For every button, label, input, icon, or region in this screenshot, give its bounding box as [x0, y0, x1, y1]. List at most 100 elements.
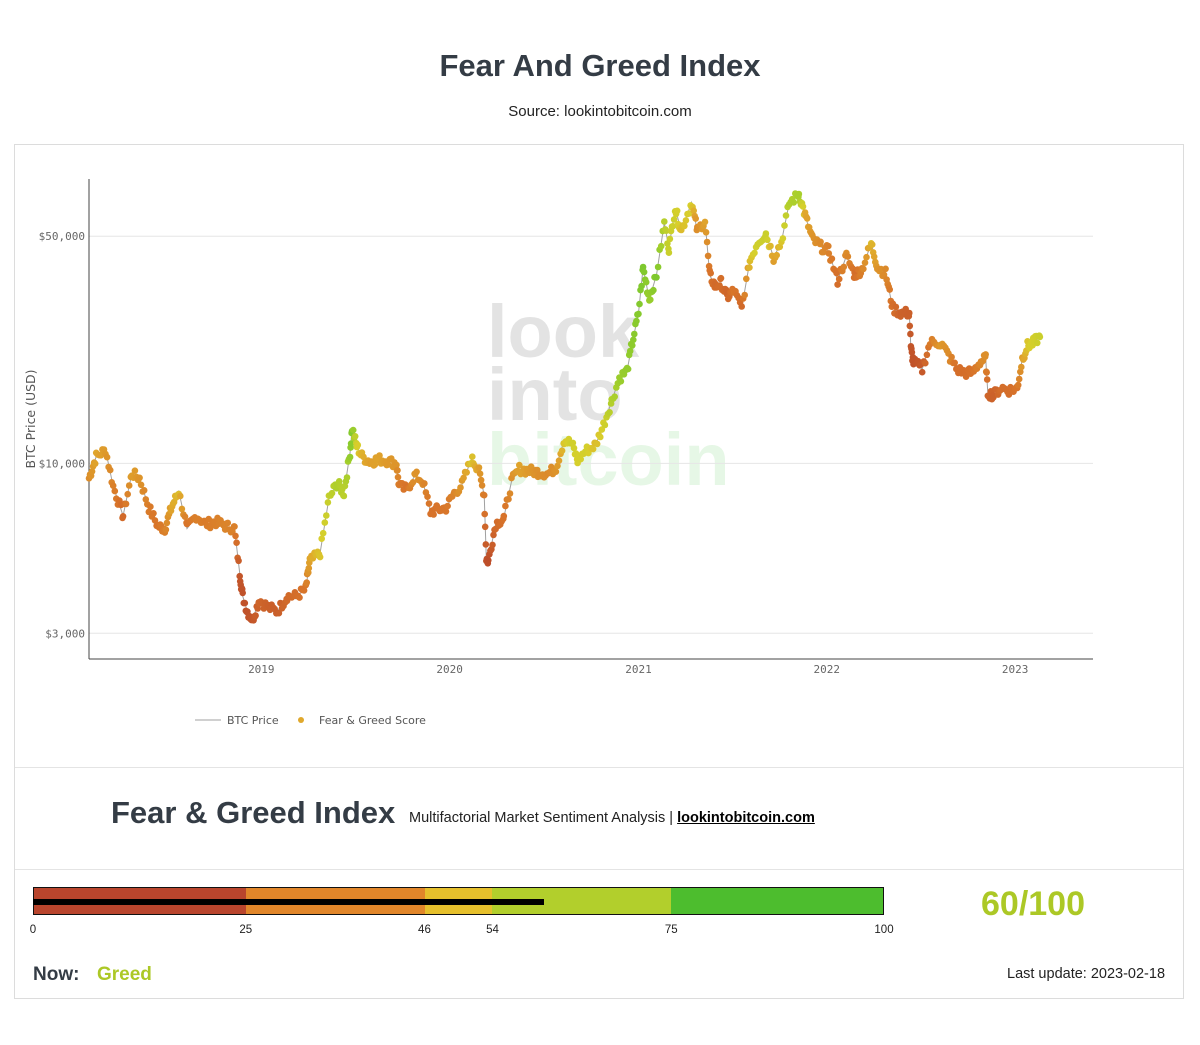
watermark-text: bitcoin [487, 418, 730, 501]
fear-greed-point [349, 426, 357, 434]
page-title: Fear And Greed Index [439, 48, 761, 83]
fear-greed-point [882, 265, 889, 273]
fear-greed-point [795, 190, 803, 198]
fear-greed-point [707, 269, 714, 277]
fear-greed-point [983, 376, 991, 383]
fear-greed-point [633, 317, 640, 325]
fear-greed-point [861, 259, 869, 266]
divider [15, 869, 1183, 870]
legend-dot-swatch [298, 717, 304, 723]
fear-greed-point [554, 462, 561, 470]
fear-greed-point [444, 502, 451, 510]
fear-greed-point [324, 499, 332, 506]
legend-label: Fear & Greed Score [319, 714, 426, 727]
now-label: Now: [33, 964, 80, 985]
fear-greed-point [1036, 333, 1044, 341]
fear-greed-point [773, 251, 780, 259]
fear-greed-point [743, 275, 750, 283]
fear-greed-point [781, 222, 788, 229]
fear-greed-point [690, 207, 697, 214]
fear-greed-point [703, 238, 711, 246]
fear-greed-point [636, 300, 643, 308]
last-update: Last update: 2023-02-18 [1007, 966, 1166, 982]
fear-greed-point [235, 557, 242, 565]
score-value: 60/100 [981, 885, 1085, 923]
x-tick-label: 2023 [1002, 663, 1029, 676]
fear-greed-point [91, 460, 99, 468]
fear-greed-point [124, 490, 131, 498]
x-tick-label: 2020 [436, 663, 463, 676]
watermark-text: into [487, 353, 623, 436]
fear-greed-point [870, 253, 878, 260]
fear-greed-point [666, 235, 674, 243]
fear-greed-point [868, 241, 876, 248]
fear-greed-point [1018, 363, 1025, 371]
fear-greed-point [460, 474, 467, 482]
fear-greed-point [673, 207, 681, 215]
fear-greed-point [343, 474, 351, 481]
fear-greed-point [241, 599, 249, 607]
brand-title: Fear & Greed Index [111, 795, 396, 830]
gauge-segment [670, 888, 883, 914]
fear-greed-point [738, 303, 745, 310]
fear-greed-point [490, 531, 497, 539]
x-tick-label: 2022 [814, 663, 841, 676]
fear-greed-point [489, 541, 496, 549]
fear-greed-point [500, 512, 508, 520]
fear-greed-point [323, 512, 330, 519]
brand-link[interactable]: lookintobitcoin.com [677, 810, 815, 826]
fear-greed-point [413, 468, 420, 476]
fear-greed-point [624, 365, 632, 373]
fear-greed-point [601, 421, 609, 429]
fear-greed-point [360, 453, 367, 461]
fear-greed-point [593, 440, 601, 448]
fear-greed-point [762, 230, 770, 237]
fear-greed-dots [85, 190, 1044, 624]
fear-greed-point [922, 359, 929, 367]
fear-greed-point [131, 467, 139, 475]
fear-greed-point [741, 291, 748, 299]
fear-greed-point [178, 505, 186, 513]
fear-greed-point [480, 491, 488, 499]
fear-greed-point [119, 513, 127, 520]
fear-greed-point [597, 433, 604, 441]
fear-greed-point [638, 282, 645, 290]
gauge-tick-label: 46 [418, 924, 431, 936]
fear-greed-point [661, 218, 668, 225]
fear-greed-point [886, 286, 893, 293]
fear-greed-point [670, 216, 678, 223]
y-tick-label: $10,000 [39, 457, 85, 470]
fear-greed-point [485, 557, 492, 564]
fear-greed-point [516, 461, 523, 469]
fear-greed-point [354, 441, 362, 449]
fear-greed-point [163, 519, 171, 527]
fear-greed-point [305, 564, 313, 572]
fear-greed-point [231, 523, 238, 530]
fear-greed-point [844, 253, 852, 260]
fear-greed-point [1015, 375, 1023, 383]
fear-greed-point [1034, 339, 1041, 347]
fear-greed-point [717, 274, 725, 282]
fear-greed-point [125, 482, 133, 489]
watermark-text: look [487, 290, 640, 373]
fear-greed-point [908, 349, 916, 356]
fear-greed-point [151, 517, 159, 524]
fear-greed-point [654, 263, 662, 271]
fear-greed-point [109, 482, 117, 490]
fear-greed-point [669, 222, 677, 230]
fear-greed-point [630, 336, 637, 344]
fear-greed-point [657, 242, 665, 250]
fear-greed-point [162, 526, 170, 533]
fear-greed-point [476, 470, 484, 478]
gauge-tick-label: 54 [486, 924, 499, 936]
fear-greed-point [606, 409, 613, 416]
x-tick-label: 2021 [625, 663, 652, 676]
fear-greed-point [137, 481, 145, 489]
y-tick-label: $3,000 [45, 627, 85, 640]
fear-greed-card: look into bitcoin $3,000 $10,000 $50,000 2019 2… [14, 144, 1184, 999]
fear-greed-point [505, 495, 512, 503]
fear-greed-point [767, 242, 774, 250]
fear-greed-point [106, 466, 114, 474]
fear-greed-point [481, 510, 489, 518]
fear-greed-point [482, 541, 490, 548]
